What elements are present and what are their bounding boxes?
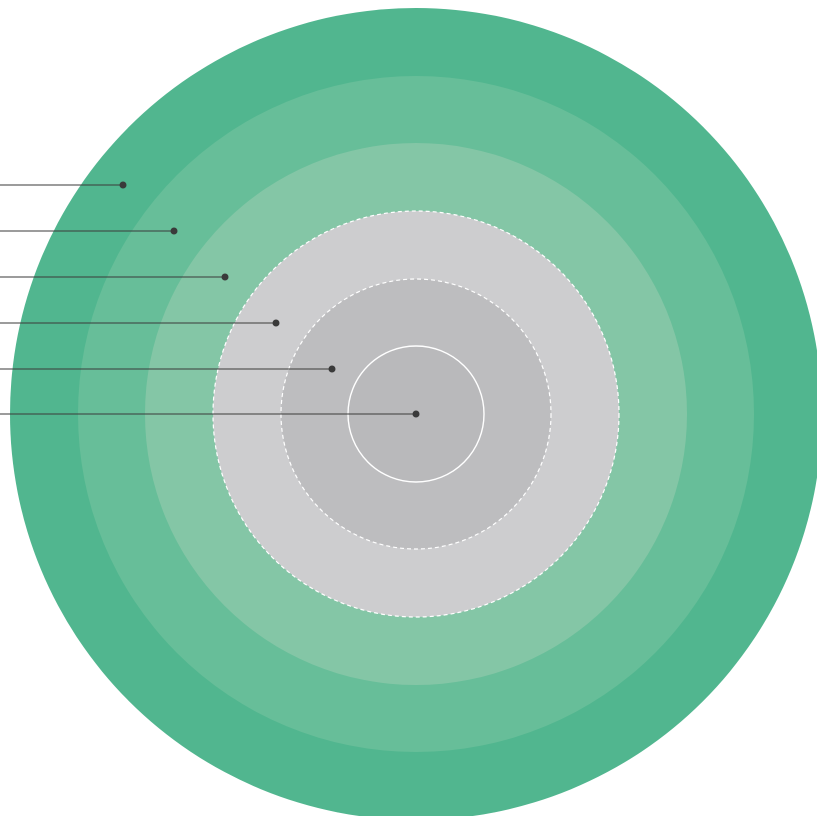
leader-dot-ring-4 — [272, 319, 280, 327]
leader-dot-ring-6 — [412, 410, 420, 418]
leader-dot-ring-1 — [119, 181, 127, 189]
leader-dot-ring-5 — [328, 365, 336, 373]
callouts-layer — [0, 181, 420, 418]
leader-dot-ring-2 — [170, 227, 178, 235]
leader-dot-ring-3 — [221, 273, 229, 281]
